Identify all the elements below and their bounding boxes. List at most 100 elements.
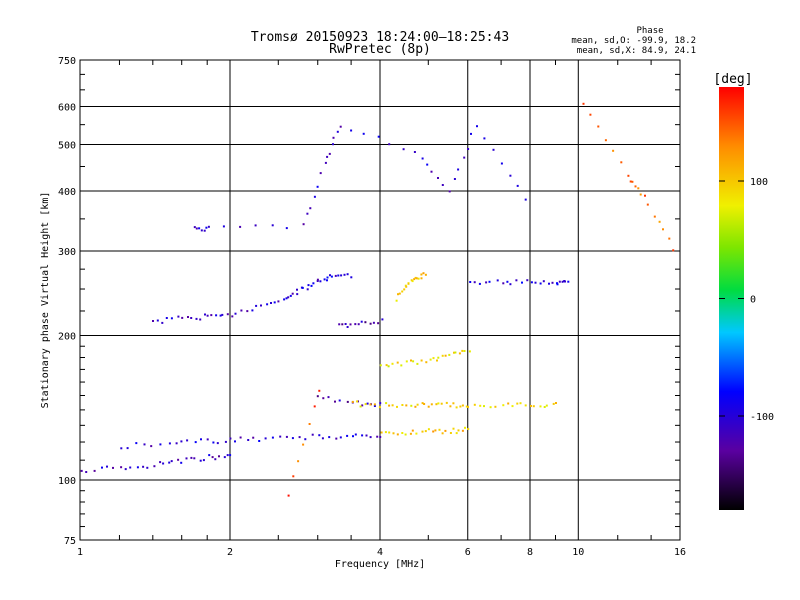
data-point <box>146 466 149 469</box>
data-point <box>270 302 272 304</box>
y-tick-label: 300 <box>58 247 76 258</box>
data-point <box>604 139 607 142</box>
data-point <box>437 356 440 359</box>
data-point <box>346 400 349 403</box>
data-point <box>453 178 456 180</box>
data-point <box>461 429 464 432</box>
data-point <box>150 445 153 448</box>
data-point <box>186 439 189 442</box>
data-point <box>463 350 466 352</box>
x-tick-label: 10 <box>572 547 584 558</box>
data-point <box>467 406 469 408</box>
data-point <box>316 278 319 281</box>
data-point <box>206 438 209 441</box>
data-point <box>526 279 529 282</box>
data-point <box>379 436 382 438</box>
data-point <box>444 354 447 357</box>
data-point <box>271 436 274 439</box>
data-point <box>316 185 319 188</box>
y-tick-label: 400 <box>58 187 76 198</box>
data-point <box>461 404 464 407</box>
data-point <box>336 130 339 133</box>
data-point <box>198 227 201 230</box>
data-point <box>454 351 457 354</box>
data-point <box>405 360 408 363</box>
data-point <box>296 288 298 291</box>
data-point <box>496 279 499 282</box>
data-point <box>597 125 600 128</box>
data-point <box>346 273 349 276</box>
data-point <box>494 405 497 408</box>
data-point <box>440 402 443 405</box>
data-point <box>388 404 391 407</box>
data-point <box>444 429 447 432</box>
colorbar-tick-label: 100 <box>750 177 768 188</box>
data-point <box>260 304 262 307</box>
data-point <box>500 162 503 165</box>
data-point <box>190 317 193 319</box>
data-point <box>328 436 331 439</box>
y-tick-label: 600 <box>58 103 76 114</box>
data-point <box>324 161 327 164</box>
data-point <box>364 403 367 406</box>
data-point <box>567 280 570 283</box>
data-point <box>334 400 336 403</box>
data-point <box>631 180 634 183</box>
data-point <box>254 224 257 227</box>
data-point <box>330 275 333 278</box>
data-point <box>441 432 444 435</box>
x-tick-label: 16 <box>674 547 686 558</box>
data-point <box>441 184 444 186</box>
data-point <box>629 180 632 183</box>
data-point <box>424 430 427 433</box>
x-axis-label: Frequency [MHz] <box>335 559 425 570</box>
colorbar-tick-label: 0 <box>750 295 756 306</box>
data-point <box>411 429 414 432</box>
data-point <box>539 282 542 285</box>
data-point <box>307 284 310 287</box>
data-point <box>219 314 222 317</box>
data-point <box>385 402 388 405</box>
data-point <box>135 442 138 445</box>
data-point <box>304 438 307 441</box>
data-point <box>548 282 550 285</box>
data-point <box>350 276 353 279</box>
data-point <box>391 404 394 407</box>
data-point <box>627 174 630 177</box>
data-point <box>373 405 376 407</box>
data-point <box>120 466 123 469</box>
data-point <box>377 322 380 325</box>
data-point <box>543 406 546 408</box>
data-point <box>369 403 372 406</box>
data-point <box>93 469 96 472</box>
chart-subtitle: RwPretec (8p) <box>329 42 431 57</box>
data-point <box>229 454 232 457</box>
data-point <box>273 301 276 304</box>
data-point <box>202 459 205 462</box>
data-point <box>532 405 535 408</box>
data-point <box>302 223 305 226</box>
data-point <box>646 203 649 206</box>
data-point <box>194 441 197 444</box>
data-point <box>534 281 537 284</box>
data-point <box>662 228 664 231</box>
data-point <box>343 273 346 276</box>
data-point <box>205 226 208 229</box>
data-point <box>185 457 188 460</box>
data-point <box>455 406 458 409</box>
data-point <box>165 317 168 319</box>
data-point <box>180 461 183 464</box>
data-point <box>530 405 532 407</box>
data-point <box>436 359 438 362</box>
data-point <box>429 358 432 361</box>
data-point <box>449 405 452 408</box>
data-point <box>457 168 460 171</box>
data-point <box>298 436 301 439</box>
data-point <box>312 282 315 285</box>
data-point <box>318 434 321 437</box>
data-point <box>658 220 661 223</box>
data-point <box>338 399 341 402</box>
data-point <box>326 279 328 282</box>
data-point <box>206 314 209 317</box>
